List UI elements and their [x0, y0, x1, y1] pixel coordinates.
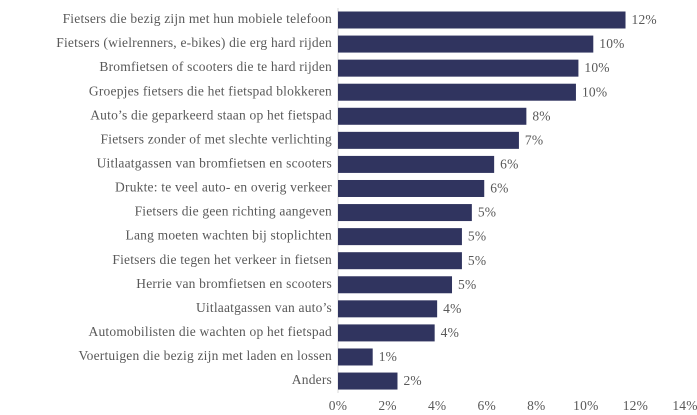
x-tick-label: 14%: [672, 398, 697, 413]
y-tick-label: Fietsers zonder of met slechte verlichti…: [101, 131, 333, 146]
bar: [338, 107, 527, 125]
data-label: 6%: [500, 157, 518, 172]
y-tick-label: Herrie van bromfietsen en scooters: [136, 276, 332, 291]
y-tick-label: Fietsers (wielrenners, e-bikes) die erg …: [56, 35, 332, 50]
bar: [338, 252, 462, 270]
y-tick-label: Auto’s die geparkeerd staan op het fiets…: [90, 107, 332, 122]
data-label: 5%: [478, 205, 496, 220]
y-tick-label: Drukte: te veel auto- en overig verkeer: [115, 180, 332, 195]
data-label: 10%: [599, 36, 624, 51]
x-tick-label: 4%: [428, 398, 446, 413]
bar: [338, 204, 472, 222]
y-tick-label: Uitlaatgassen van bromfietsen en scooter…: [97, 156, 332, 171]
y-tick-label: Lang moeten wachten bij stoplichten: [126, 228, 332, 243]
data-label: 6%: [490, 181, 508, 196]
bar: [338, 35, 594, 53]
bar: [338, 83, 576, 101]
data-label: 5%: [468, 253, 486, 268]
bar: [338, 300, 438, 318]
data-label: 5%: [458, 277, 476, 292]
x-tick-label: 0%: [329, 398, 347, 413]
data-label: 12%: [632, 12, 657, 27]
x-tick-label: 10%: [573, 398, 598, 413]
data-label: 7%: [525, 132, 543, 147]
x-tick-label: 6%: [478, 398, 496, 413]
y-tick-label: Voertuigen die bezig zijn met laden en l…: [78, 348, 332, 363]
data-label: 8%: [532, 108, 550, 123]
bar: [338, 228, 462, 246]
y-tick-label: Fietsers die bezig zijn met hun mobiele …: [63, 11, 332, 26]
bar: [338, 59, 579, 77]
y-tick-label: Anders: [292, 372, 332, 387]
data-label: 10%: [584, 60, 609, 75]
bar: [338, 131, 519, 149]
data-label: 4%: [443, 301, 461, 316]
y-tick-label: Uitlaatgassen van auto’s: [196, 300, 332, 315]
bar: [338, 179, 485, 197]
y-tick-label: Bromfietsen of scooters die te hard rijd…: [99, 59, 332, 74]
data-label: 4%: [441, 325, 459, 340]
data-label: 5%: [468, 229, 486, 244]
data-label: 10%: [582, 84, 607, 99]
data-label: 2%: [403, 373, 421, 388]
bar: [338, 324, 435, 342]
x-tick-label: 8%: [527, 398, 545, 413]
x-tick-label: 2%: [378, 398, 396, 413]
bar: [338, 276, 453, 294]
x-tick-label: 12%: [623, 398, 648, 413]
bar: [338, 372, 398, 390]
y-tick-label: Groepjes fietsers die het fietspad blokk…: [89, 83, 332, 98]
bar: [338, 11, 626, 29]
bar: [338, 155, 495, 173]
data-label: 1%: [379, 349, 397, 364]
y-tick-label: Fietsers die geen richting aangeven: [135, 204, 332, 219]
y-tick-label: Automobilisten die wachten op het fietsp…: [89, 324, 333, 339]
y-tick-label: Fietsers die tegen het verkeer in fietse…: [112, 252, 332, 267]
bar: [338, 348, 373, 366]
